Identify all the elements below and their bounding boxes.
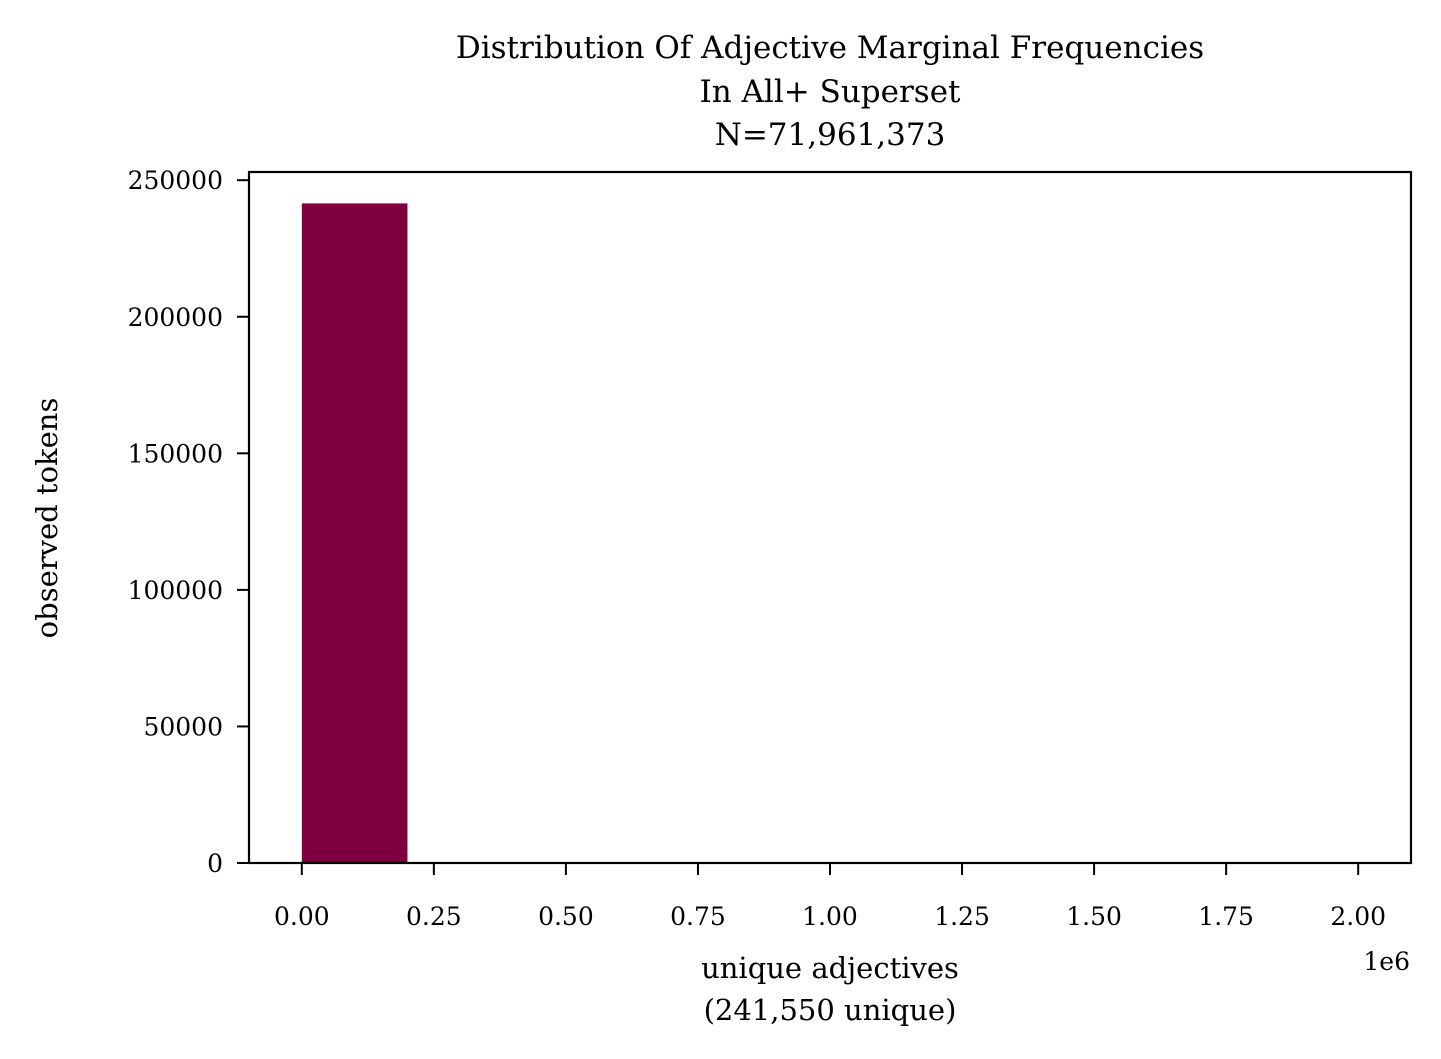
x-tick-label-4: 1.00 [802, 902, 858, 931]
y-tick-label-2: 100000 [128, 576, 223, 605]
histogram-bar-0 [301, 203, 408, 864]
x-tick-label-2: 0.50 [538, 902, 594, 931]
plot-frame [247, 170, 1413, 865]
x-tick-label-7: 1.75 [1198, 902, 1254, 931]
x-tick-label-1: 0.25 [406, 902, 462, 931]
y-tick-label-3: 150000 [128, 439, 223, 468]
y-tick-label-1: 50000 [143, 712, 223, 741]
x-tick-label-8: 2.00 [1330, 902, 1386, 931]
x-axis-ticks: 0.00 0.25 0.50 0.75 1.00 1.25 1.50 1.75 2.00 [274, 863, 1386, 931]
x-axis-label-line-1: unique adjectives [701, 951, 959, 985]
y-tick-label-0: 0 [207, 849, 223, 878]
x-tick-label-0: 0.00 [274, 902, 330, 931]
x-axis-offset-label: 1e6 [1363, 947, 1410, 976]
chart-title-line-3: N=71,961,373 [715, 117, 946, 153]
y-tick-label-5: 250000 [128, 166, 223, 195]
bars-group [301, 203, 1359, 864]
y-axis-label: observed tokens [30, 398, 64, 639]
chart-title-line-1: Distribution Of Adjective Marginal Frequ… [456, 30, 1204, 66]
x-tick-label-5: 1.25 [934, 902, 990, 931]
y-axis-ticks: 0 50000 100000 150000 200000 250000 [128, 166, 249, 878]
chart-title-line-2: In All+ Superset [699, 74, 961, 110]
y-tick-label-4: 200000 [128, 303, 223, 332]
x-tick-label-3: 0.75 [670, 902, 726, 931]
chart-title: Distribution Of Adjective Marginal Frequ… [456, 30, 1204, 153]
x-axis-label-line-2: (241,550 unique) [704, 993, 957, 1027]
x-tick-label-6: 1.50 [1066, 902, 1122, 931]
